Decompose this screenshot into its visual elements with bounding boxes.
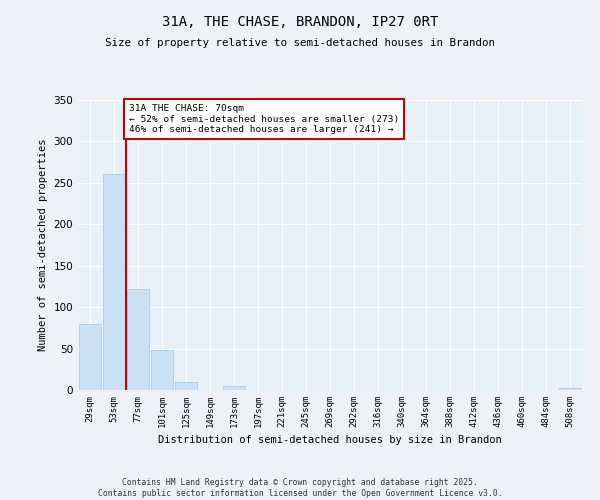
Bar [103, 174, 125, 390]
Bar [151, 350, 173, 390]
Text: 31A THE CHASE: 70sqm
← 52% of semi-detached houses are smaller (273)
46% of semi: 31A THE CHASE: 70sqm ← 52% of semi-detac… [129, 104, 399, 134]
Bar [559, 388, 581, 390]
Bar [79, 324, 101, 390]
Text: 31A, THE CHASE, BRANDON, IP27 0RT: 31A, THE CHASE, BRANDON, IP27 0RT [162, 15, 438, 29]
Text: Contains HM Land Registry data © Crown copyright and database right 2025.
Contai: Contains HM Land Registry data © Crown c… [98, 478, 502, 498]
Y-axis label: Number of semi-detached properties: Number of semi-detached properties [38, 138, 48, 352]
X-axis label: Distribution of semi-detached houses by size in Brandon: Distribution of semi-detached houses by … [158, 436, 502, 446]
Text: Size of property relative to semi-detached houses in Brandon: Size of property relative to semi-detach… [105, 38, 495, 48]
Bar [175, 382, 197, 390]
Bar [223, 386, 245, 390]
Bar [127, 289, 149, 390]
